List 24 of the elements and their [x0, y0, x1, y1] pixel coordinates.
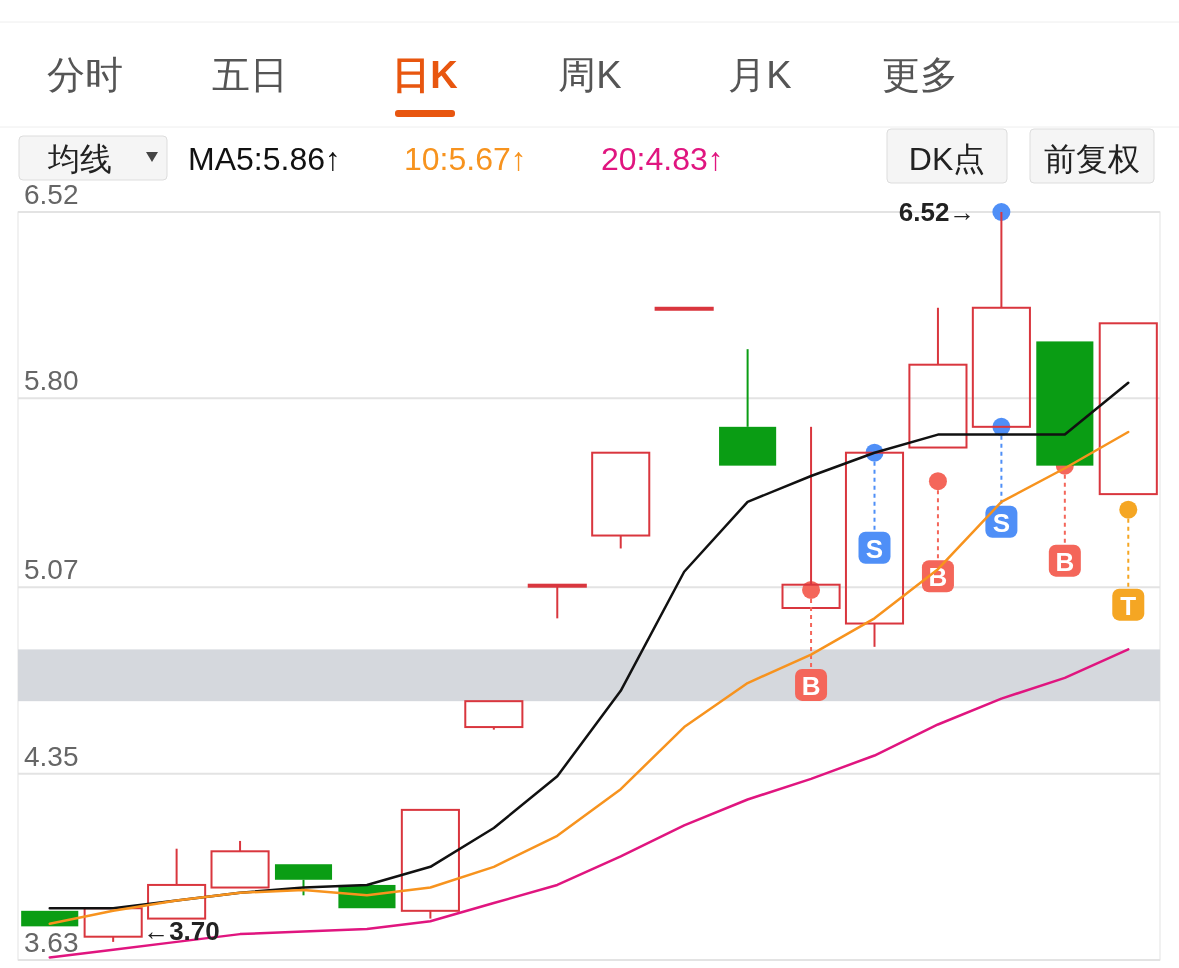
text: 周K: [558, 54, 622, 96]
text: 前复权: [1044, 141, 1140, 177]
text: 五日: [212, 54, 288, 96]
data-label: S: [865, 533, 884, 564]
y-tick-label: 4.35: [24, 740, 79, 772]
text: 10:5.67↑: [404, 141, 527, 177]
text: 月K: [728, 54, 792, 96]
text: 更多: [882, 54, 958, 96]
data-label: S: [992, 507, 1011, 538]
data-label: T: [1120, 590, 1137, 621]
text: MA5:5.86↑: [188, 141, 341, 177]
text: 分时: [47, 54, 123, 96]
text: DK点: [908, 141, 986, 177]
y-tick-label: 5.80: [24, 365, 79, 397]
text: 20:4.83↑: [601, 141, 724, 177]
data-label: B: [801, 670, 821, 701]
annotation: 6.52→: [898, 197, 976, 227]
data-label: B: [1055, 546, 1075, 577]
y-tick-label: 5.07: [24, 554, 79, 586]
y-tick-label: 3.63: [24, 927, 79, 958]
y-tick-label: 6.52: [24, 179, 79, 210]
text: 日K: [392, 54, 459, 96]
annotation: ←3.70: [143, 915, 220, 946]
text: 均线: [47, 141, 112, 177]
